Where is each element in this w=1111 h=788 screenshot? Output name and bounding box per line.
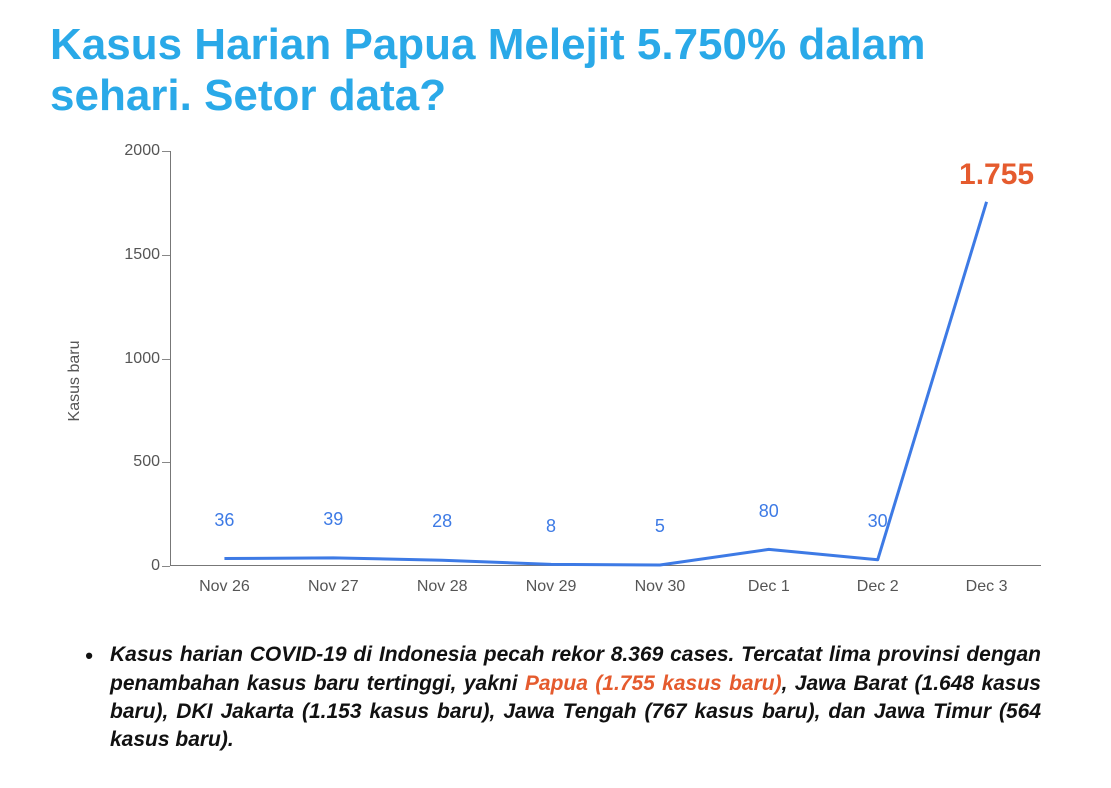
x-tick-label: Dec 1 — [748, 578, 790, 596]
y-tick-label: 0 — [110, 557, 160, 575]
data-label: 28 — [432, 511, 452, 532]
y-tick-label: 1000 — [110, 350, 160, 368]
data-label: 80 — [759, 501, 779, 522]
y-tick-label: 500 — [110, 453, 160, 471]
x-tick-label: Nov 26 — [199, 578, 250, 596]
line-series — [170, 151, 1041, 566]
data-label: 36 — [214, 510, 234, 531]
y-tick-mark — [162, 566, 170, 567]
plot-area: 0500100015002000Nov 26Nov 27Nov 28Nov 29… — [170, 151, 1041, 566]
y-tick-mark — [162, 359, 170, 360]
y-axis-label: Kasus baru — [66, 341, 84, 422]
page-title: Kasus Harian Papua Melejit 5.750% dalam … — [50, 20, 1061, 121]
x-tick-label: Dec 3 — [966, 578, 1008, 596]
x-tick-label: Nov 28 — [417, 578, 468, 596]
y-tick-mark — [162, 151, 170, 152]
y-tick-mark — [162, 462, 170, 463]
data-label: 8 — [546, 516, 556, 537]
x-tick-label: Nov 30 — [635, 578, 686, 596]
data-label: 1.755 — [959, 158, 1034, 192]
caption-text: Kasus harian COVID-19 di Indonesia pecah… — [50, 641, 1061, 754]
x-tick-label: Nov 29 — [526, 578, 577, 596]
x-tick-label: Nov 27 — [308, 578, 359, 596]
x-tick-label: Dec 2 — [857, 578, 899, 596]
chart-container: Kasus baru 0500100015002000Nov 26Nov 27N… — [50, 141, 1061, 621]
data-label: 5 — [655, 516, 665, 537]
y-tick-label: 1500 — [110, 246, 160, 264]
y-tick-label: 2000 — [110, 142, 160, 160]
caption-highlight: Papua (1.755 kasus baru) — [525, 672, 782, 695]
y-tick-mark — [162, 255, 170, 256]
data-label: 30 — [868, 511, 888, 532]
data-label: 39 — [323, 509, 343, 530]
